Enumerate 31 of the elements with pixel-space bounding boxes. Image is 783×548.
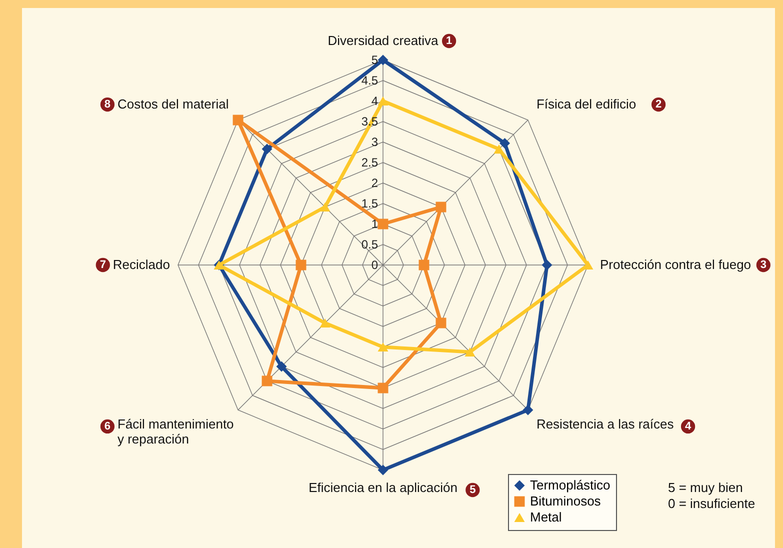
y-tick-label: 1.5 [361, 196, 378, 210]
text: 3 [760, 259, 766, 271]
spoke-label: Protección contra el fuego [600, 257, 752, 272]
text: 2 [655, 98, 662, 111]
spoke-label: Reciclado [112, 257, 170, 272]
text: 5 [470, 484, 476, 496]
y-tick-label: 3 [371, 135, 378, 149]
y-tick-label: 4.5 [361, 74, 378, 88]
text: 0 = insuficiente [668, 496, 756, 511]
y-tick-label: 1 [371, 217, 378, 231]
text: 1 [446, 35, 452, 47]
y-tick-label: 2 [371, 176, 378, 190]
text: 8 [104, 98, 111, 111]
y-tick-label: 0.5 [361, 238, 378, 252]
y-tick-label: 5 [371, 53, 378, 67]
y-tick-label: 0 [371, 258, 378, 272]
y-tick-label: 4 [371, 94, 378, 108]
spoke-label: Resistencia a las raíces [536, 416, 674, 432]
spoke-label: Diversidad creativa [328, 33, 440, 48]
spoke-label: Costos del material [117, 96, 229, 112]
text: 7 [100, 259, 106, 271]
legend-label: Termoplástico [530, 478, 610, 492]
legend-label: Metal [530, 510, 562, 524]
text: 4 [684, 420, 692, 432]
y-tick-label: 2.5 [361, 156, 378, 170]
text: 5 = muy bien [668, 480, 743, 495]
spoke-label: Fácil mantenimiento y reparación [117, 416, 234, 446]
legend-label: Bituminosos [530, 494, 602, 508]
spoke-label: Eficiencia en la aplicación [308, 480, 458, 495]
text: 6 [104, 420, 111, 432]
spoke-label: Física del edificio [536, 96, 636, 112]
